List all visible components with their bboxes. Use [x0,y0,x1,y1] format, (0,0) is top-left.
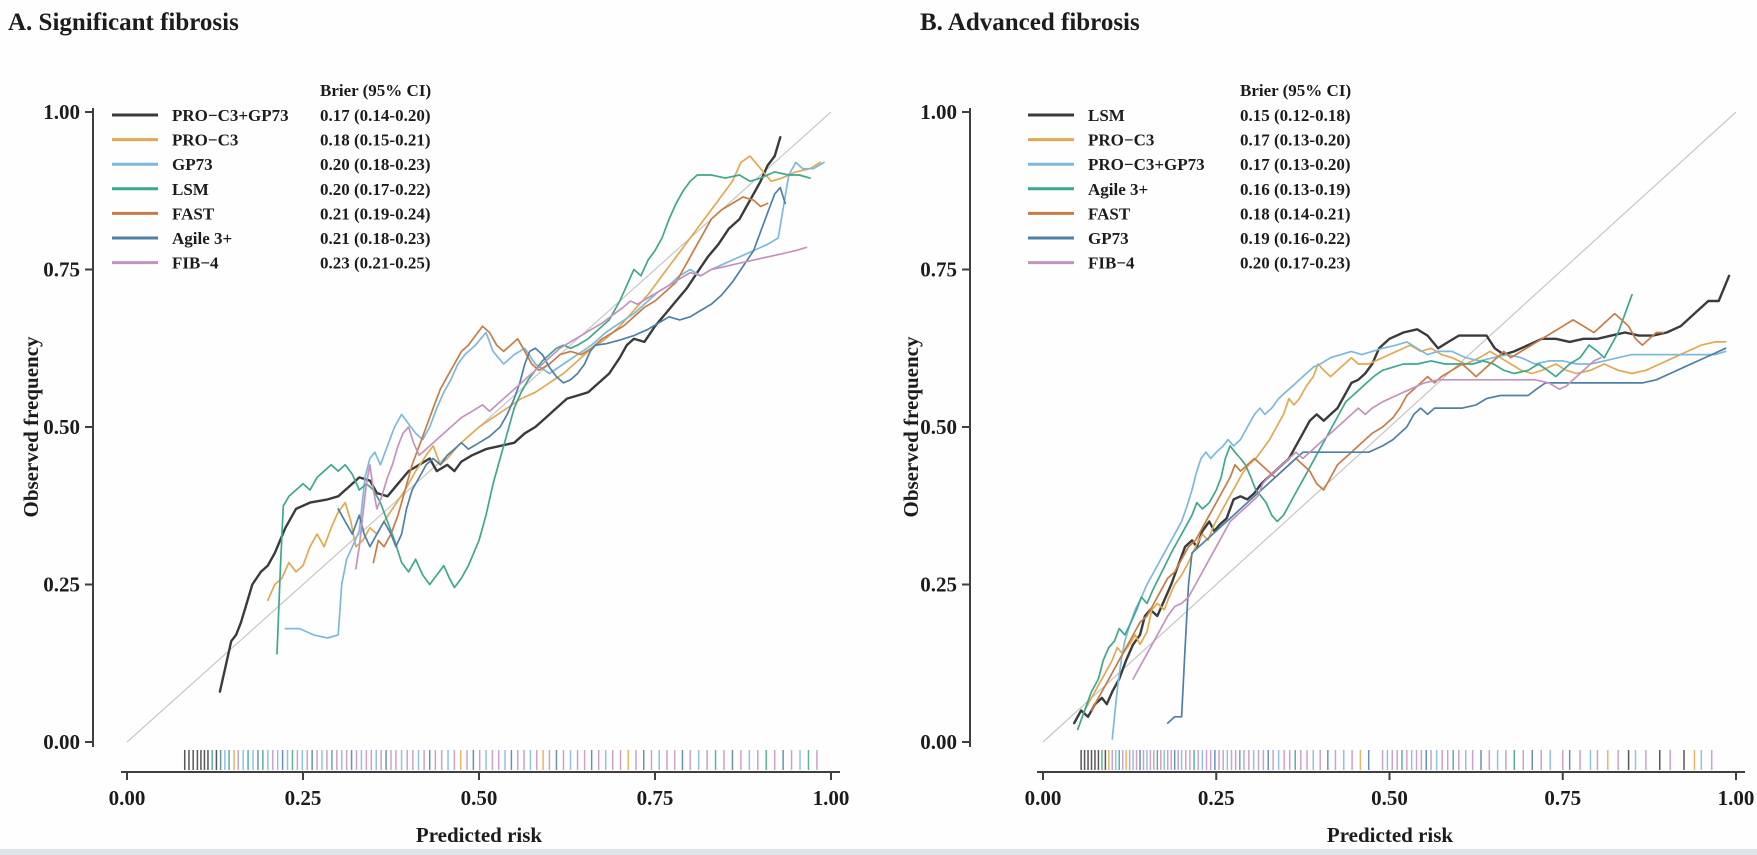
panel-b-legend-label: LSM [1088,106,1125,125]
panel-a-legend-label: FIB−4 [172,254,219,273]
panel-b-legend-brier-value: 0.18 (0.14-0.21) [1240,204,1350,223]
panel-b-legend-label: PRO−C3+GP73 [1088,155,1205,174]
panel-b-legend-label: Agile 3+ [1088,180,1148,199]
panel-b-legend-brier-value: 0.15 (0.12-0.18) [1240,106,1350,125]
panel-a-x-tick-label: 0.50 [461,786,498,810]
panel-b-curve-fast [1090,312,1665,712]
panel-a-y-tick-label: 0.75 [43,258,80,282]
panel-b-yaxis-title: Observed frequency [899,336,923,518]
panel-b-curve-lsm [1072,274,1731,725]
panel-a-y-tick-label: 1.00 [43,100,80,124]
panel-b-y-tick-label: 0.50 [920,415,957,439]
panel-b-legend-brier-value: 0.19 (0.16-0.22) [1240,229,1350,248]
panel-a-legend-label: PRO−C3+GP73 [172,106,289,125]
panel-a-y-tick-label: 0.50 [43,415,80,439]
panel-a-curve-pro-c3 [266,155,822,602]
panel-b-legend-header: Brier (95% CI) [1240,81,1351,100]
panel-b-legend-brier-value: 0.20 (0.17-0.23) [1240,254,1350,273]
panel-a-curve-gp73 [284,161,825,639]
panel-a-x-tick-label: 0.25 [285,786,322,810]
panel-a-legend-brier-value: 0.21 (0.18-0.23) [320,229,430,248]
panel-a-yaxis-title: Observed frequency [19,336,43,518]
panel-a-curve-pro-c3-gp73 [218,135,782,693]
panel-b-legend-label: PRO−C3 [1088,131,1154,150]
panel-a-curve-lsm [276,171,811,655]
panel-a-curve-agile-3- [337,186,787,548]
panel-a-y-tick-label: 0.25 [43,573,80,597]
panel-a-legend-label: PRO−C3 [172,131,238,150]
panel-a-curve-fast [372,196,769,564]
panel-a-x-tick-label: 1.00 [813,786,850,810]
panel-b-x-tick-label: 0.75 [1544,786,1581,810]
panel-a-legend-label: FAST [172,204,215,223]
panel-b-x-tick-label: 0.25 [1198,786,1235,810]
panel-b-curve-agile-3- [1076,293,1633,731]
panel-b-title: B. Advanced fibrosis [920,9,1140,36]
panel-b-y-tick-label: 0.00 [920,730,957,754]
panel-b-y-tick-label: 1.00 [920,100,957,124]
panel-a-curve-fib-4 [354,246,808,570]
panel-a-legend-brier-value: 0.20 (0.18-0.23) [320,155,430,174]
panel-a-legend-header: Brier (95% CI) [320,81,431,100]
panel-b-xaxis-title: Predicted risk [1327,823,1453,847]
panel-a-xaxis-title: Predicted risk [416,823,542,847]
panel-b-curve-pro-c3-gp73 [1111,341,1727,740]
panel-a-legend-brier-value: 0.18 (0.15-0.21) [320,131,430,150]
panel-b-legend-label: FAST [1088,204,1131,223]
panel-a-x-tick-label: 0.00 [109,786,146,810]
panel-b-x-tick-label: 0.00 [1025,786,1062,810]
panel-b-y-tick-label: 0.75 [920,258,957,282]
panel-b-y-tick-label: 0.25 [920,573,957,597]
panel-b-legend-brier-value: 0.17 (0.13-0.20) [1240,131,1350,150]
panel-b-legend-brier-value: 0.17 (0.13-0.20) [1240,155,1350,174]
panel-a-legend-label: GP73 [172,155,213,174]
panel-a-legend-label: Agile 3+ [172,229,232,248]
panel-b-x-tick-label: 0.50 [1371,786,1408,810]
panel-b-curve-gp73 [1166,347,1727,724]
panel-a-legend-label: LSM [172,180,209,199]
panel-b-x-tick-label: 1.00 [1718,786,1755,810]
panel-a-legend-brier-value: 0.17 (0.14-0.20) [320,106,430,125]
panel-b-legend-label: GP73 [1088,229,1129,248]
panel-a-legend-brier-value: 0.23 (0.21-0.25) [320,254,430,273]
panel-a-legend-brier-value: 0.21 (0.19-0.24) [320,204,430,223]
panel-a-legend-brier-value: 0.20 (0.17-0.22) [320,180,430,199]
panel-a-x-tick-label: 0.75 [637,786,674,810]
panel-b-diagonal-reference-line [1042,111,1737,743]
panel-a-title: A. Significant fibrosis [8,9,239,36]
panel-b-legend-brier-value: 0.16 (0.13-0.19) [1240,180,1350,199]
panel-a-y-tick-label: 0.00 [43,730,80,754]
panel-b-legend-label: FIB−4 [1088,254,1135,273]
panel-b-curve-fib-4 [1132,356,1602,680]
bottom-edge-strip [0,849,1757,855]
